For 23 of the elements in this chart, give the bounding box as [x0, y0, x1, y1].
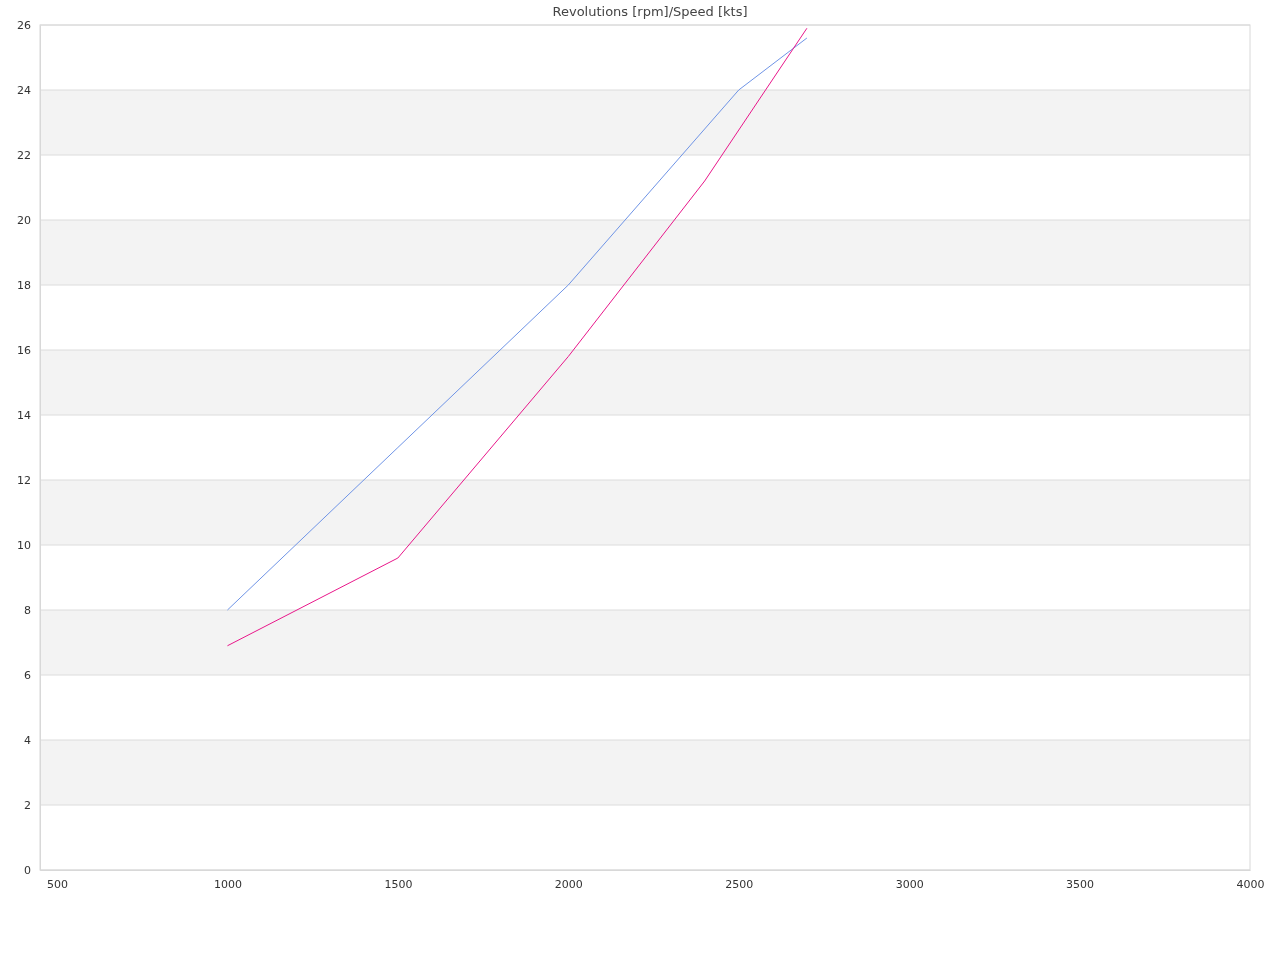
- y-tick-label: 4: [24, 734, 31, 748]
- x-tick-label: 3000: [895, 877, 924, 891]
- y-tick-label: 2: [24, 799, 31, 813]
- y-tick-label: 16: [17, 344, 31, 358]
- y-tick-label: 14: [17, 409, 31, 423]
- x-tick-label: 1000: [213, 877, 242, 891]
- y-tick-label: 22: [17, 149, 31, 163]
- y-tick-label: 20: [17, 214, 31, 228]
- y-tick-label: 8: [24, 604, 31, 618]
- y-tick-label: 0: [24, 864, 31, 878]
- y-tick-label: 26: [17, 19, 31, 33]
- x-tick-label: 1500: [384, 877, 413, 891]
- x-tick-label: 4000: [1236, 877, 1265, 891]
- y-tick-label: 18: [17, 279, 31, 293]
- x-tick-label: 500: [47, 877, 69, 891]
- x-tick-label: 2000: [554, 877, 583, 891]
- x-tick-label: 2500: [725, 877, 754, 891]
- x-tick-label: 3500: [1066, 877, 1095, 891]
- chart-title: Revolutions [rpm]/Speed [kts]: [552, 4, 748, 19]
- y-tick-label: 6: [24, 669, 31, 683]
- y-tick-label: 10: [17, 539, 31, 553]
- y-tick-label: 12: [17, 474, 31, 488]
- y-tick-label: 24: [17, 84, 31, 98]
